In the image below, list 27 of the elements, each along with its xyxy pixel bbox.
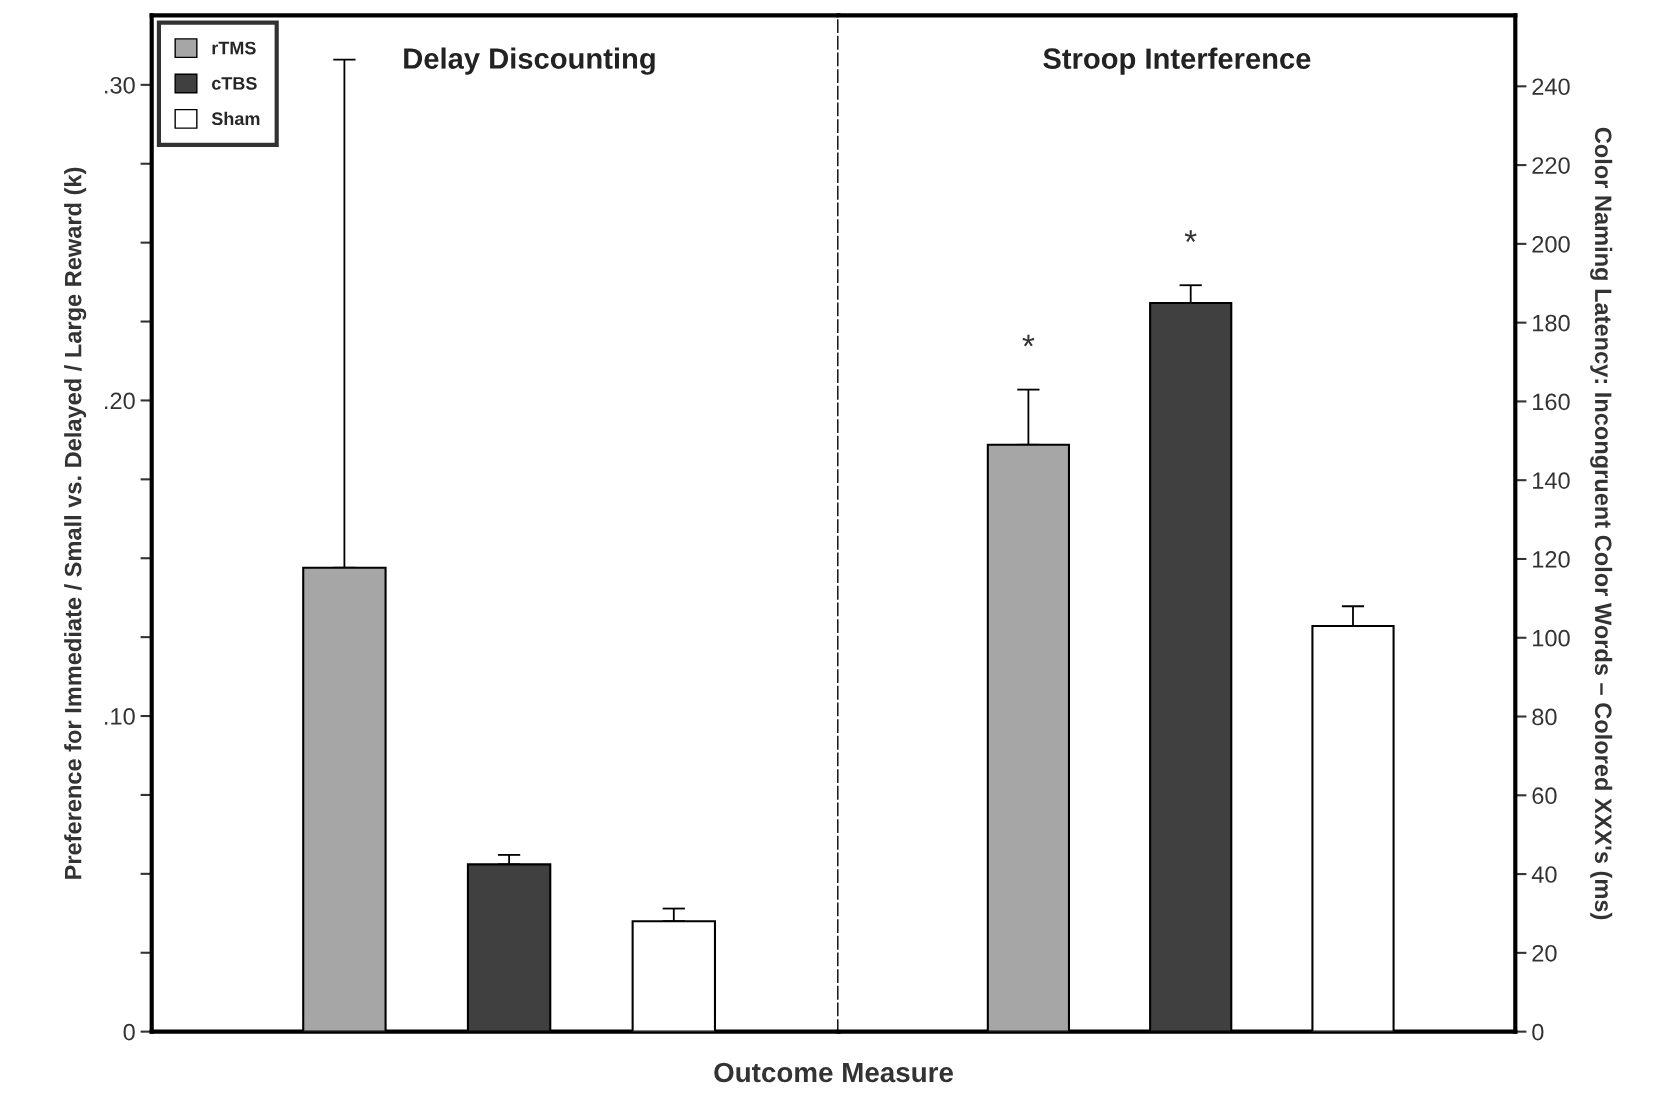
y-tick-label: .30 — [105, 76, 135, 94]
y-tick-label: 60 — [1532, 787, 1557, 805]
x-axis-title: Outcome Measure — [714, 1062, 953, 1083]
y-tick-label: 120 — [1533, 551, 1570, 568]
y-tick-label: 20 — [1532, 944, 1557, 962]
y-tick-label: 0 — [1532, 1023, 1544, 1041]
annotation: * — [1184, 230, 1197, 242]
y-tick-label: 100 — [1533, 629, 1570, 647]
y-tick-label: .10 — [105, 708, 135, 725]
text: Delay Discounting — [404, 47, 655, 75]
y-tick-label: 200 — [1532, 235, 1570, 253]
y-tick-label: .20 — [105, 392, 135, 410]
y-tick-label: 220 — [1532, 157, 1570, 174]
y-axis-title: Preference for Immediate / Small vs. Delayed / Large Reward (k) — [64, 167, 87, 879]
y-tick-label: 160 — [1533, 393, 1570, 411]
text: Stroop Interference — [1043, 47, 1311, 75]
legend-label: rTMS — [212, 41, 256, 55]
annotation: * — [1022, 334, 1035, 347]
y-axis-title: Color Naming Latency: Incongruent Color Words – Colored XXX's (ms) — [1590, 127, 1613, 920]
y-tick-label: 40 — [1531, 866, 1557, 883]
legend-label: cTBS — [211, 76, 257, 90]
y-tick-label: 80 — [1532, 708, 1557, 726]
y-tick-label: 0 — [123, 1023, 135, 1041]
y-tick-label: 240 — [1532, 78, 1570, 96]
y-tick-label: 180 — [1533, 314, 1570, 332]
y-tick-label: 140 — [1533, 472, 1570, 489]
legend-label: Sham — [211, 111, 260, 126]
